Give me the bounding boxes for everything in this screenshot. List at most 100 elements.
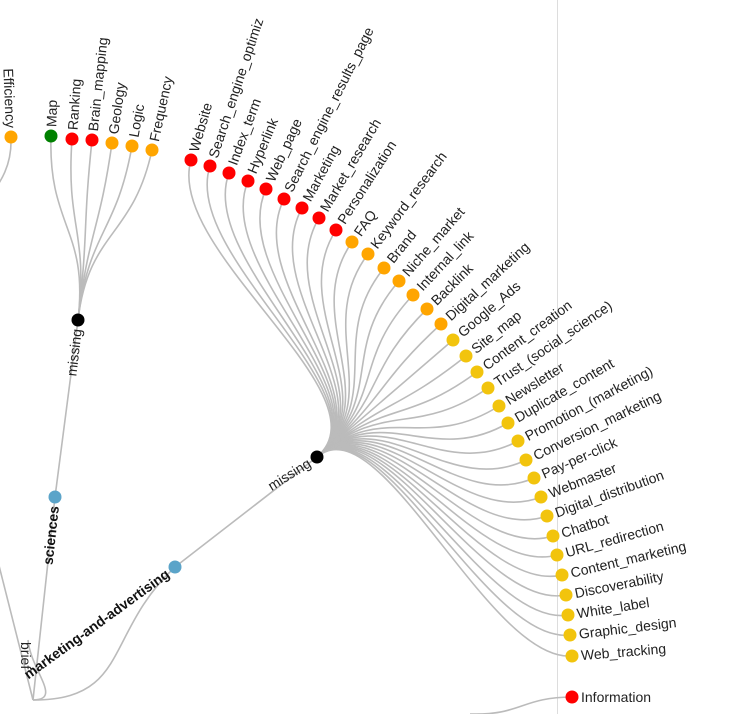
node-dot[interactable] [105, 136, 119, 150]
node-label: Web_tracking [580, 640, 666, 663]
node-dot[interactable] [4, 130, 18, 144]
node-dot[interactable] [501, 416, 515, 430]
tree-node[interactable]: Frequency [145, 75, 176, 157]
node-dot[interactable] [546, 529, 560, 543]
node-dot[interactable] [446, 333, 460, 347]
node-dot[interactable] [540, 509, 554, 523]
node-dot[interactable] [48, 490, 62, 504]
node-dot[interactable] [392, 274, 406, 288]
node-dot[interactable] [527, 471, 541, 485]
node-dot[interactable] [481, 381, 495, 395]
node-dot[interactable] [565, 690, 579, 704]
node-label: Ranking [65, 78, 85, 130]
tree-node[interactable]: omy [0, 529, 5, 561]
tree-link [77, 149, 153, 321]
node-dot[interactable] [184, 153, 198, 167]
node-dot[interactable] [277, 192, 291, 206]
node-dot[interactable] [259, 182, 273, 196]
tree-link [291, 207, 340, 458]
node-label: Efficiency [0, 68, 18, 128]
tree-link [316, 447, 567, 597]
node-dot[interactable] [561, 608, 575, 622]
tree-link [316, 405, 500, 458]
tree-link [316, 448, 571, 636]
node-dot[interactable] [145, 143, 159, 157]
tree-link [27, 639, 47, 701]
tree-node[interactable]: Information [565, 689, 652, 705]
tree-node[interactable]: Web_tracking [565, 640, 667, 663]
node-label: Map [43, 99, 60, 127]
tree-node[interactable]: Map [43, 99, 60, 143]
node-dot[interactable] [71, 313, 85, 327]
tree-link [316, 444, 554, 540]
node-dot[interactable] [434, 317, 448, 331]
panel-divider [557, 0, 558, 714]
node-dot[interactable] [168, 560, 182, 574]
tree-link [50, 135, 81, 321]
tree-link [77, 145, 133, 321]
node-dot[interactable] [295, 201, 309, 215]
tree-node[interactable]: Efficiency [0, 68, 19, 144]
node-dot[interactable] [555, 568, 569, 582]
tree-node[interactable]: missing [265, 450, 324, 494]
node-label: marketing-and-advertising [21, 566, 173, 682]
tree-node[interactable]: sciences [40, 490, 62, 566]
tree-link [316, 253, 369, 458]
node-dot[interactable] [345, 235, 359, 249]
node-label: Frequency [146, 75, 176, 143]
tree-node[interactable]: missing [63, 313, 85, 378]
node-dot[interactable] [511, 434, 525, 448]
tree-nodes: omy sciencesmarketing-and-advertisingbrie… [0, 16, 688, 705]
node-dot[interactable] [550, 548, 564, 562]
tree-node[interactable]: Logic [125, 103, 148, 153]
node-dot[interactable] [420, 302, 434, 316]
tree-link [259, 188, 337, 458]
node-label: brief [18, 642, 34, 669]
tree-link [0, 566, 34, 701]
node-dot[interactable] [519, 453, 533, 467]
node-dot[interactable] [65, 132, 79, 146]
node-dot[interactable] [312, 211, 326, 225]
node-dot[interactable] [534, 490, 548, 504]
node-dot[interactable] [241, 174, 255, 188]
node-dot[interactable] [222, 166, 236, 180]
tree-link [316, 241, 353, 458]
tree-links [0, 135, 573, 714]
tree-node[interactable]: marketing-and-advertising [21, 560, 182, 683]
node-dot[interactable] [492, 399, 506, 413]
node-dot[interactable] [85, 133, 99, 147]
node-dot[interactable] [565, 649, 579, 663]
node-label: Geology [105, 81, 128, 135]
node-dot[interactable] [125, 139, 139, 153]
tree-node[interactable]: Geology [105, 81, 128, 150]
node-dot[interactable] [470, 365, 484, 379]
tree-link [316, 435, 519, 458]
node-dot[interactable] [44, 129, 58, 143]
node-dot[interactable] [459, 349, 473, 363]
tree-link [224, 172, 334, 458]
tree-link [316, 387, 489, 458]
node-dot[interactable] [406, 288, 420, 302]
node-label: Logic [126, 103, 148, 139]
tree-node[interactable]: brief [18, 642, 34, 669]
tree-link [206, 165, 333, 458]
tree-link [316, 447, 569, 617]
node-label: missing [265, 455, 314, 494]
node-dot[interactable] [361, 247, 375, 261]
node-dot[interactable] [310, 450, 324, 464]
node-dot[interactable] [329, 223, 343, 237]
node-dot[interactable] [377, 261, 391, 275]
node-dot[interactable] [203, 159, 217, 173]
tree-link [174, 456, 318, 568]
node-dot[interactable] [559, 588, 573, 602]
node-label: sciences [40, 505, 62, 566]
tree-node[interactable]: Ranking [65, 78, 85, 146]
tree-link [32, 566, 176, 701]
node-label: missing [63, 328, 84, 377]
tree-link [54, 319, 79, 498]
tree-link [0, 136, 12, 183]
node-label: Information [581, 689, 651, 705]
node-dot[interactable] [563, 628, 577, 642]
tree-link [470, 696, 573, 714]
